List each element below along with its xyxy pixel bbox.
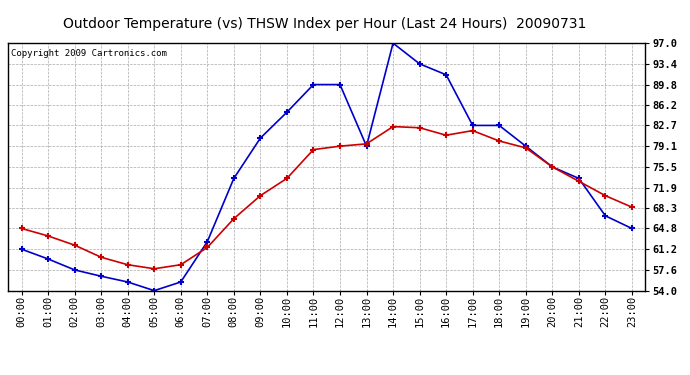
Text: Copyright 2009 Cartronics.com: Copyright 2009 Cartronics.com [12, 50, 168, 58]
Text: Outdoor Temperature (vs) THSW Index per Hour (Last 24 Hours)  20090731: Outdoor Temperature (vs) THSW Index per … [63, 17, 586, 31]
